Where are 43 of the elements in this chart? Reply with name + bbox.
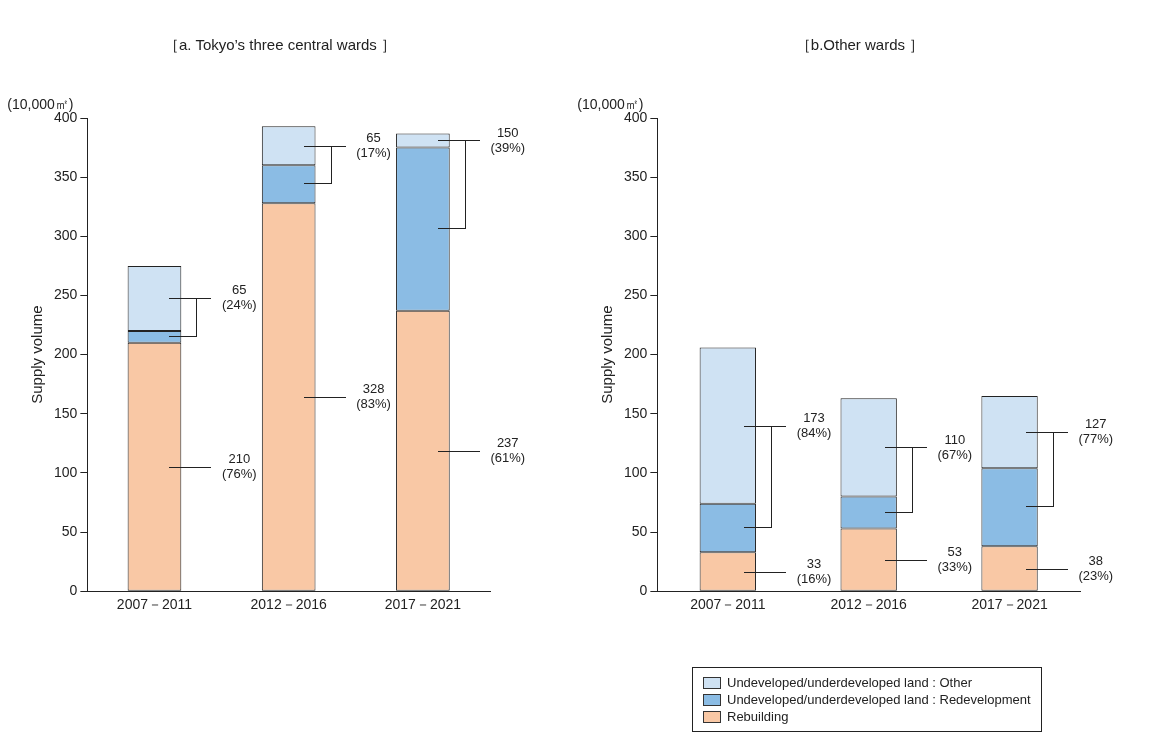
annotation: 53 (33%) [937,543,973,574]
y-tick-label: 200 [624,345,648,362]
y-tick-label: 50 [631,522,648,539]
x-tick-label: 2017－2021 [384,596,462,613]
x-tick-label: 2012－2016 [250,596,328,613]
annotation: 38 (23%) [1078,552,1114,583]
y-tick-label: 150 [54,404,78,421]
annotation: 65 (17%) [356,129,391,160]
y-tick-label: 200 [54,345,78,362]
chart-title: ［b.Other wards ］ [794,36,926,55]
annotation: 150 (39%) [490,124,526,155]
x-tick-label: 2017－2021 [971,596,1048,613]
y-tick-label: 300 [54,227,78,244]
legend-label: Undeveloped/underdeveloped land : Redevelopment [727,691,1031,708]
annotation: 173 (84%) [796,409,832,440]
y-axis-title: Supply volume [28,305,46,404]
y-tick-label: 350 [624,168,648,185]
y-tick-label: 150 [624,404,648,421]
annotation: 110 (67%) [937,431,973,462]
annotation: 65 (24%) [221,282,257,313]
x-tick-label: 2007－2011 [690,596,766,613]
text: (10,000㎡) [577,95,644,112]
x-tick-label: 2012－2016 [830,596,908,613]
text: (10,000㎡) [7,95,74,112]
legend-label: Undeveloped/underdeveloped land : Other [727,674,973,691]
annotation: 328 (83%) [356,381,391,412]
annotation: 33 (16%) [796,555,832,586]
y-axis-title: Supply volume [598,305,616,404]
y-tick-label: 100 [624,463,648,480]
y-tick-label: 250 [54,286,78,303]
y-tick-label: 50 [61,522,78,539]
y-tick-label: 250 [624,286,648,303]
legend-label: Rebuilding [727,708,789,725]
annotation: 237 (61%) [490,435,526,466]
chart-title: ［a. Tokyo’s three central wards ］ [162,36,397,55]
annotation: 127 (77%) [1078,416,1114,447]
y-tick-label: 300 [624,227,648,244]
y-tick-label: 350 [54,168,78,185]
y-tick-label: 0 [69,582,78,599]
y-tick-label: 0 [639,582,648,599]
x-tick-label: 2007－2011 [116,596,193,613]
annotation: 210 (76%) [221,451,257,482]
y-tick-label: 100 [54,463,78,480]
